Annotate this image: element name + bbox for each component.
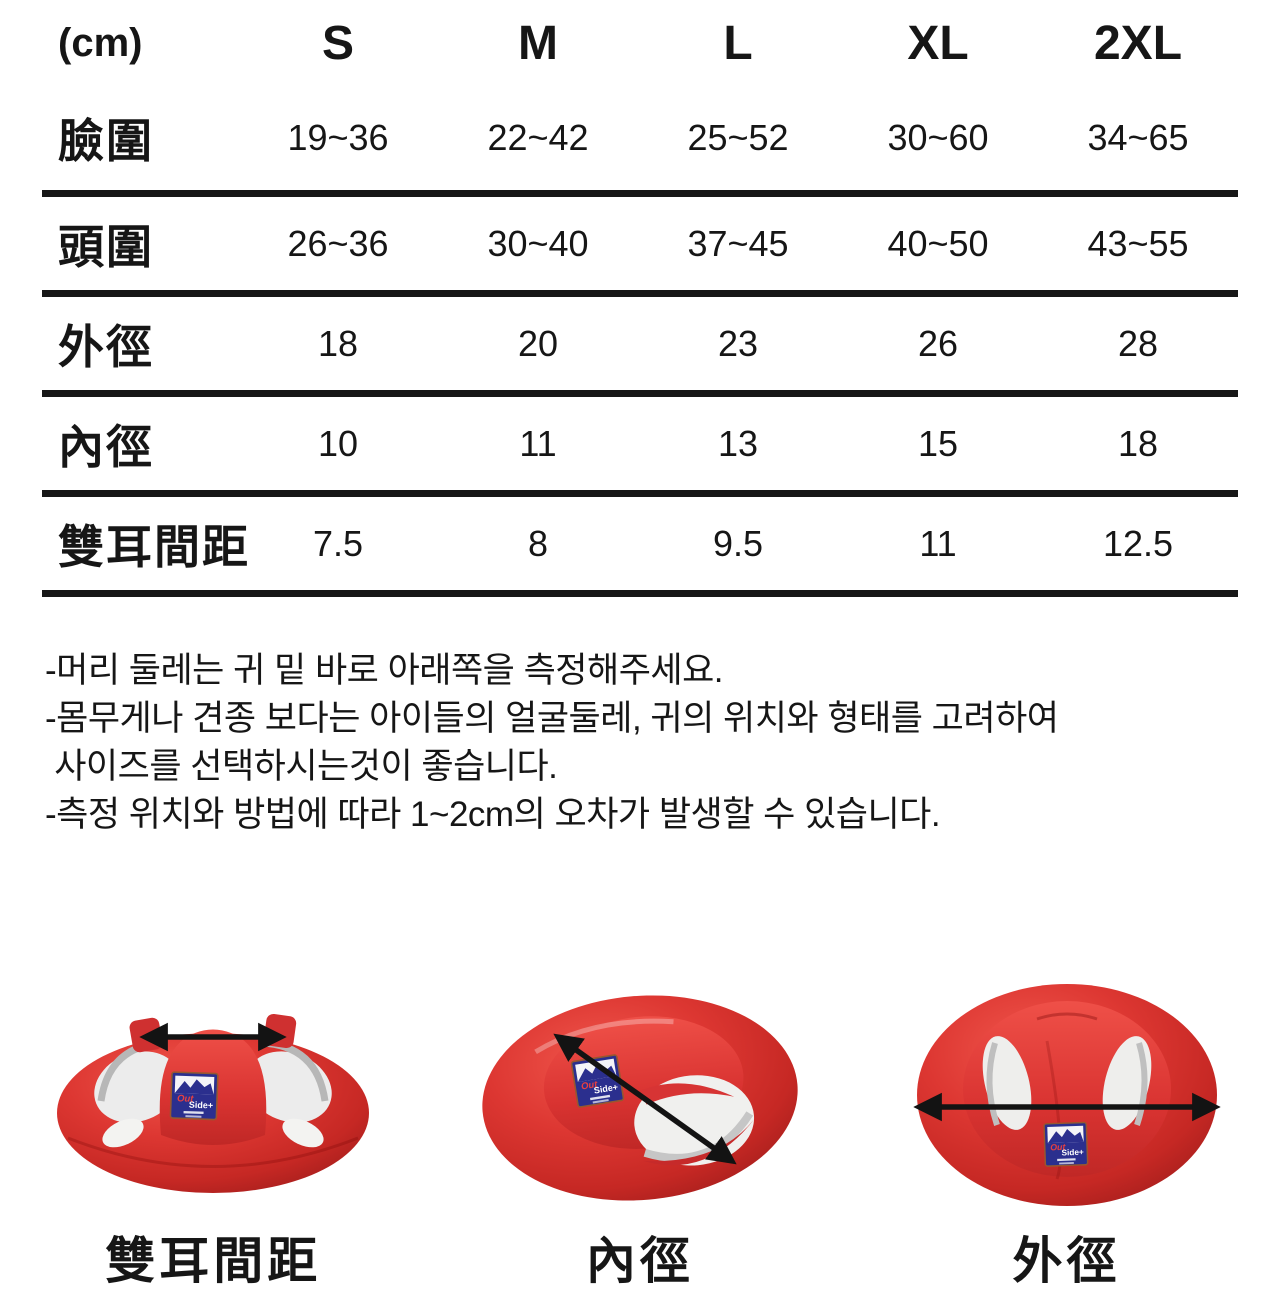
column-header-xl: XL [907,16,969,70]
figure-inner-diameter: 內徑 [427,983,854,1293]
column-header-l: L [723,16,753,70]
cell-outer-xl: 26 [917,322,959,364]
cell-head-2xl: 43~55 [1087,222,1189,264]
cell-inner-xl: 15 [917,422,959,464]
note-line-1: -머리 둘레는 귀 밑 바로 아래쪽을 측정해주세요. [45,651,724,690]
cell-inner-l: 13 [717,422,759,464]
row-label-head-circumference: 頭圍 [58,220,154,273]
column-header-2xl: 2XL [1093,16,1183,70]
cell-inner-2xl: 18 [1117,422,1159,464]
figure-outer-diameter: 外徑 [853,983,1280,1293]
column-header-s: S [321,16,354,70]
row-label-ear-distance: 雙耳間距 [58,520,250,573]
note-line-4: -측정 위치와 방법에 따라 1~2cm의 오차가 발생할 수 있습니다. [45,795,941,834]
cell-head-m: 30~40 [487,222,589,264]
cell-ear-m: 8 [527,522,549,564]
ear-tab-right [264,1013,297,1049]
table-row-face-circumference: 臉圍 19~36 22~42 25~52 30~60 34~65 [42,86,1238,197]
figure-caption-inner-diameter: 內徑 [585,1233,694,1289]
note-line-3: 사이즈를 선택하시는것이 좋습니다. [45,747,558,786]
cell-head-l: 37~45 [687,222,789,264]
cell-ear-2xl: 12.5 [1102,522,1174,564]
cell-inner-m: 11 [519,422,557,464]
cell-face-m: 22~42 [487,117,589,158]
crown-seam [1036,1012,1097,1021]
ear-lining-right-foot [282,1118,324,1148]
ear-lining-left-foot [102,1118,144,1148]
table-header-row: (cm) S M L XL 2XL [42,0,1238,86]
cell-head-xl: 40~50 [887,222,989,264]
cell-face-l: 25~52 [687,117,789,158]
cell-outer-2xl: 28 [1117,322,1159,364]
figure-caption-ear-distance: 雙耳間距 [105,1233,322,1289]
figure-ear-distance: 雙耳間距 [0,983,427,1293]
measurement-notes: -머리 둘레는 귀 밑 바로 아래쪽을 측정해주세요. -몸무게나 견종 보다는… [45,647,1235,839]
cell-face-2xl: 34~65 [1087,117,1189,158]
cell-inner-s: 10 [317,422,359,464]
brand-patch [1042,1121,1088,1167]
table-row-outer-diameter: 外徑 18 20 23 26 28 [42,297,1238,397]
cell-face-xl: 30~60 [887,117,989,158]
cell-outer-m: 20 [517,322,559,364]
row-label-outer-diameter: 外徑 [58,320,154,373]
row-label-face-circumference: 臉圍 [58,115,154,167]
cell-ear-s: 7.5 [312,522,364,564]
cell-outer-l: 23 [717,322,759,364]
measurement-figures: Out Side+ [0,983,1280,1293]
size-table: (cm) S M L XL 2XL 臉圍 19~36 22~42 25~52 3… [42,0,1238,597]
brand-patch [169,1071,220,1121]
cell-ear-l: 9.5 [712,522,764,564]
note-line-2: -몸무게나 견종 보다는 아이들의 얼굴둘레, 귀의 위치와 형태를 고려하여 [45,699,1059,738]
cell-outer-s: 18 [317,322,359,364]
row-label-inner-diameter: 內徑 [58,420,154,473]
hat-tilted-view-image [482,995,798,1201]
inner-diameter-arrow [553,1033,737,1165]
hat-crown [962,1001,1171,1177]
table-row-ear-distance: 雙耳間距 7.5 8 9.5 11 12.5 [42,497,1238,597]
cell-ear-xl: 11 [919,522,957,564]
table-row-head-circumference: 頭圍 26~36 30~40 37~45 40~50 43~55 [42,197,1238,297]
hat-front-view-image [57,1013,370,1193]
table-row-inner-diameter: 內徑 10 11 13 15 18 [42,397,1238,497]
cell-head-s: 26~36 [287,222,389,264]
hat-top-view-image [912,984,1221,1206]
fabric-highlight [534,1018,674,1055]
cell-face-s: 19~36 [287,117,389,158]
brim-seam [67,1136,359,1168]
unit-label: (cm) [58,20,143,65]
figure-caption-outer-diameter: 外徑 [1012,1233,1121,1289]
column-header-m: M [518,16,558,70]
